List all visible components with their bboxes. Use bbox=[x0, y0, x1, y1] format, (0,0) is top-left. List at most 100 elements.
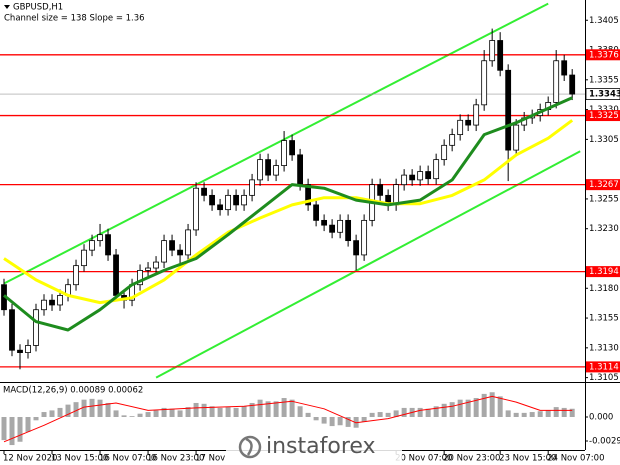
macd-bar bbox=[137, 413, 143, 417]
y-tick-label: 1.3405 bbox=[589, 16, 619, 26]
candle-body bbox=[305, 184, 312, 206]
macd-bar bbox=[233, 407, 239, 417]
macd-bar bbox=[73, 402, 79, 417]
macd-bar bbox=[433, 406, 439, 417]
y-tick-label: 1.3255 bbox=[589, 194, 619, 204]
candle-body bbox=[217, 204, 223, 211]
candle-body bbox=[345, 219, 352, 242]
macd-bar bbox=[537, 411, 543, 417]
macd-bar bbox=[569, 408, 575, 417]
watermark-logo bbox=[238, 435, 262, 459]
candle-body bbox=[113, 254, 119, 296]
macd-bar bbox=[449, 402, 455, 417]
macd-bar bbox=[321, 417, 327, 424]
x-tick-label: 20 Nov 23:00 bbox=[443, 454, 500, 464]
level-label-box bbox=[586, 110, 620, 122]
candle-body bbox=[433, 159, 440, 180]
y-tick-label: 1.3305 bbox=[589, 135, 619, 145]
macd-bar bbox=[369, 412, 375, 417]
macd-bar bbox=[201, 403, 207, 417]
level-label-box bbox=[586, 49, 620, 61]
candle-body bbox=[505, 69, 512, 151]
candle-body bbox=[89, 240, 95, 251]
candle-body bbox=[489, 40, 496, 62]
macd-bar bbox=[1, 417, 7, 441]
macd-signal bbox=[3, 395, 573, 443]
macd-bar bbox=[185, 407, 191, 417]
macd-bar bbox=[161, 407, 167, 417]
candle-body bbox=[57, 295, 63, 306]
x-tick-label: 13 Nov 15:00 bbox=[51, 454, 108, 464]
macd-bar bbox=[553, 407, 559, 417]
x-tick-label: 17 Nov bbox=[195, 454, 225, 464]
macd-bar bbox=[377, 412, 383, 417]
macd-bar bbox=[33, 417, 39, 421]
candle-body bbox=[153, 261, 159, 269]
y-tick-label: 1.3180 bbox=[589, 284, 619, 294]
y-tick-label: 1.3355 bbox=[589, 75, 619, 85]
level-label: 1.3114 bbox=[589, 362, 619, 372]
macd-bar bbox=[113, 410, 119, 417]
candle-body bbox=[321, 219, 328, 226]
macd-bar bbox=[545, 410, 551, 417]
candle-body bbox=[25, 345, 31, 354]
macd-bar bbox=[561, 407, 567, 417]
candle-body bbox=[73, 265, 79, 286]
level-label-box bbox=[586, 361, 620, 373]
macd-bar bbox=[497, 396, 503, 417]
y-tick-label: 1.3230 bbox=[589, 224, 619, 234]
candle-body bbox=[457, 119, 464, 136]
macd-bar bbox=[153, 410, 159, 417]
candle-body bbox=[297, 154, 304, 186]
candle-body bbox=[169, 240, 175, 251]
candle-body bbox=[49, 299, 55, 306]
macd-bar bbox=[457, 399, 463, 417]
y-tick-label: 1.3155 bbox=[589, 314, 619, 324]
macd-bar bbox=[145, 412, 151, 417]
macd-title: MACD(12,26,9) 0.00089 0.00062 bbox=[3, 386, 143, 396]
macd-bar bbox=[41, 412, 47, 417]
macd-bar bbox=[89, 398, 95, 417]
macd-bar bbox=[209, 406, 215, 417]
candle-body bbox=[97, 234, 103, 242]
macd-bar bbox=[393, 410, 399, 417]
macd-bar bbox=[385, 412, 391, 417]
candle-body bbox=[9, 309, 15, 351]
macd-bar bbox=[441, 403, 447, 417]
level-label-box bbox=[586, 266, 620, 278]
candle-body bbox=[233, 194, 239, 206]
macd-bar bbox=[417, 407, 423, 417]
macd-bar bbox=[81, 399, 87, 417]
macd-bar bbox=[249, 402, 255, 417]
candle-body bbox=[257, 159, 263, 181]
candle-body bbox=[289, 140, 295, 156]
x-tick-label: 16 Nov 23:00 bbox=[147, 454, 204, 464]
candle-body bbox=[401, 174, 408, 186]
watermark-text: instaforex bbox=[266, 434, 376, 459]
macd-bar bbox=[297, 406, 303, 417]
candle-body bbox=[137, 270, 143, 286]
macd-bar bbox=[105, 402, 111, 417]
macd-bar bbox=[57, 407, 63, 417]
candle-body bbox=[449, 134, 456, 146]
level-label: 1.3194 bbox=[589, 267, 619, 277]
macd-bar bbox=[65, 404, 71, 417]
macd-bar bbox=[401, 407, 407, 417]
macd-bar bbox=[289, 399, 295, 417]
macd-bar bbox=[521, 412, 527, 417]
macd-bar bbox=[329, 417, 335, 427]
macd-bar bbox=[97, 399, 103, 417]
candle-body bbox=[473, 104, 480, 126]
candle-body bbox=[561, 60, 568, 76]
candle-body bbox=[377, 184, 384, 196]
macd-y-tick-label: -0.00291 bbox=[589, 437, 620, 447]
macd-bar bbox=[281, 398, 287, 417]
candle-body bbox=[209, 194, 215, 206]
macd-bar bbox=[489, 392, 495, 417]
candle-body bbox=[417, 171, 424, 181]
candle-body bbox=[161, 240, 167, 263]
candle-body bbox=[249, 179, 255, 196]
macd-bar bbox=[257, 399, 263, 417]
